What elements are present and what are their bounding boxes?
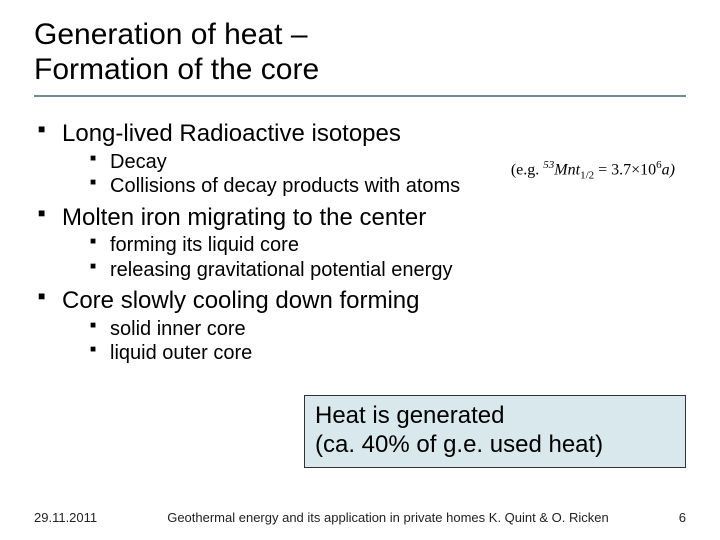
bullet-2-text: Molten iron migrating to the center	[62, 204, 426, 231]
formula-example: (e.g. 53Mnt1/2 = 3.7×106a)	[511, 159, 675, 182]
slide: Generation of heat – Formation of the co…	[0, 0, 720, 540]
bullet-2-sub-1: forming its liquid core	[90, 233, 686, 257]
bullet-3-sub-2: liquid outer core	[90, 341, 686, 365]
title-line-2: Formation of the core	[34, 53, 319, 86]
bullet-3-text: Core slowly cooling down forming	[62, 287, 420, 314]
title-line-1: Generation of heat –	[34, 18, 308, 51]
bullet-3-sublist: solid inner core liquid outer core	[62, 317, 686, 366]
slide-title: Generation of heat – Formation of the co…	[34, 18, 686, 87]
formula-eq: = 3.7×10	[594, 161, 656, 178]
footer: 29.11.2011 Geothermal energy and its app…	[0, 510, 720, 526]
callout-line-2: (ca. 40% of g.e. used heat)	[315, 431, 603, 458]
footer-center: Geothermal energy and its application in…	[97, 510, 679, 526]
callout-box: Heat is generated (ca. 40% of g.e. used …	[304, 395, 686, 468]
footer-page-number: 6	[679, 510, 686, 525]
title-underline	[34, 95, 686, 97]
bullet-1-text: Long-lived Radioactive isotopes	[62, 120, 401, 147]
callout-line-1: Heat is generated	[315, 402, 504, 429]
bullet-2: Molten iron migrating to the center form…	[38, 203, 686, 283]
bullet-3-sub-1: solid inner core	[90, 317, 686, 341]
bullet-list: Long-lived Radioactive isotopes Decay Co…	[34, 119, 686, 366]
formula-unit: a)	[662, 161, 675, 178]
formula-mass: 53	[543, 159, 554, 171]
bullet-3: Core slowly cooling down forming solid i…	[38, 286, 686, 366]
formula-prefix: (e.g.	[511, 161, 543, 178]
formula-element: Mn	[554, 161, 575, 178]
footer-date: 29.11.2011	[34, 510, 97, 525]
formula-tsub: 1/2	[580, 170, 594, 182]
bullet-2-sublist: forming its liquid core releasing gravit…	[62, 233, 686, 282]
bullet-2-sub-2: releasing gravitational potential energy	[90, 258, 686, 282]
